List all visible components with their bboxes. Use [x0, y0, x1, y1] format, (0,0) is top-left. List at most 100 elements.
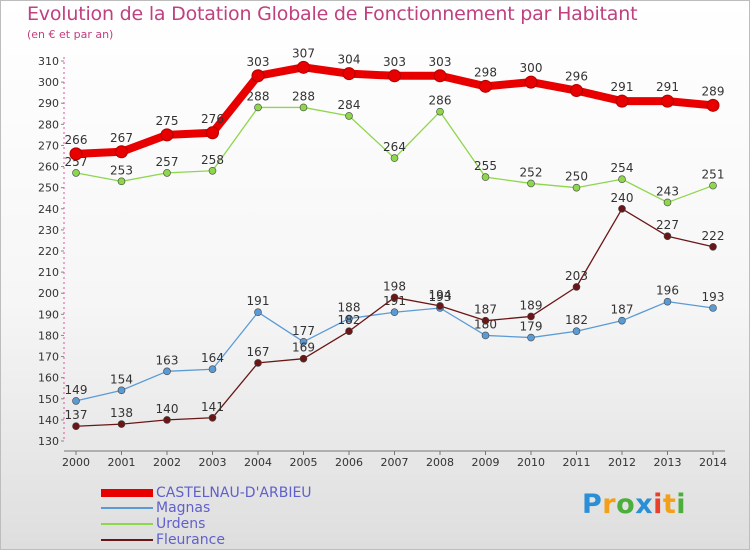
data-point: [615, 94, 629, 108]
data-label: 187: [474, 303, 497, 317]
data-point: [524, 75, 538, 89]
data-label: 250: [565, 170, 588, 184]
data-label: 258: [201, 153, 224, 167]
data-label: 303: [429, 55, 452, 69]
data-label: 288: [247, 89, 270, 103]
x-tick-label: 2006: [335, 456, 363, 469]
data-label: 203: [565, 269, 588, 283]
data-label: 182: [338, 313, 361, 327]
data-point: [299, 337, 308, 346]
data-label: 198: [383, 279, 406, 293]
data-point: [299, 354, 308, 363]
data-label: 243: [656, 184, 679, 198]
data-label: 191: [247, 294, 270, 308]
data-point: [342, 67, 356, 81]
data-label: 227: [656, 218, 679, 232]
data-point: [72, 422, 80, 431]
data-point: [661, 94, 674, 108]
data-label: 138: [110, 406, 133, 420]
data-label: 288: [292, 89, 315, 103]
x-tick-label: 2008: [426, 456, 454, 469]
data-point: [345, 112, 353, 120]
legend-swatch-fleurance: [101, 539, 153, 541]
data-label: 196: [656, 284, 679, 298]
data-label: 149: [65, 383, 88, 397]
data-label: 300: [520, 61, 543, 75]
x-tick-label: 2001: [108, 456, 136, 469]
data-point: [390, 293, 399, 302]
data-point: [479, 79, 492, 93]
data-label: 264: [383, 140, 406, 154]
data-label: 154: [110, 372, 133, 386]
x-tick-label: 2012: [608, 456, 636, 469]
data-point: [117, 420, 126, 428]
data-label: 296: [565, 70, 588, 84]
data-label: 289: [702, 84, 725, 98]
data-point: [527, 312, 535, 321]
data-point: [117, 177, 126, 186]
y-tick-label: 220: [38, 245, 59, 258]
data-point: [345, 327, 353, 336]
data-point: [254, 103, 262, 112]
data-point: [618, 175, 626, 184]
data-point: [345, 314, 353, 323]
data-label: 163: [156, 353, 179, 367]
data-label: 141: [201, 400, 224, 414]
data-point: [163, 416, 171, 424]
x-tick-label: 2010: [517, 456, 545, 469]
data-point: [254, 308, 262, 317]
data-point: [388, 69, 401, 83]
data-point: [663, 198, 672, 207]
data-label: 140: [156, 402, 179, 416]
data-point: [206, 126, 219, 140]
y-tick-label: 290: [38, 97, 59, 110]
y-tick-label: 180: [38, 329, 59, 342]
y-tick-label: 260: [38, 161, 59, 174]
legend-label-fleurance: Fleurance: [156, 532, 225, 548]
data-point: [436, 302, 444, 310]
y-tick-label: 250: [38, 182, 59, 195]
legend-item-fleurance: Fleurance: [101, 532, 361, 549]
data-point: [709, 181, 717, 190]
data-label: 255: [474, 159, 497, 173]
data-point: [297, 60, 310, 74]
chart-title: Evolution de la Dotation Globale de Fonc…: [27, 3, 638, 25]
x-tick-label: 2009: [472, 456, 500, 469]
data-label: 304: [338, 53, 361, 67]
y-tick-label: 200: [38, 287, 59, 300]
data-label: 252: [520, 165, 543, 179]
x-tick-label: 2005: [290, 456, 318, 469]
data-point: [72, 169, 80, 177]
x-tick-label: 2004: [244, 456, 272, 469]
legend-swatch-urdens: [101, 523, 153, 525]
data-label: 182: [565, 313, 588, 327]
data-label: 254: [611, 161, 634, 175]
data-point: [160, 128, 174, 142]
data-label: 251: [702, 168, 725, 182]
data-point: [117, 386, 126, 395]
data-point: [527, 333, 535, 342]
data-point: [390, 308, 399, 317]
data-label: 167: [247, 345, 270, 359]
data-label: 257: [156, 155, 179, 169]
data-point: [254, 359, 262, 367]
y-tick-label: 150: [38, 393, 59, 406]
data-point: [69, 147, 83, 161]
legend-item-castelnau: CASTELNAU-D'ARBIEU: [101, 485, 361, 502]
data-point: [709, 304, 717, 312]
data-label: 189: [520, 298, 543, 312]
data-point: [163, 367, 171, 376]
x-tick-label: 2003: [199, 456, 227, 469]
y-tick-label: 230: [38, 224, 59, 237]
y-tick-label: 140: [38, 414, 59, 427]
data-point: [481, 316, 490, 325]
data-point: [527, 179, 535, 188]
data-point: [663, 232, 672, 241]
x-tick-label: 2002: [153, 456, 181, 469]
data-point: [115, 145, 128, 159]
legend-label-castelnau: CASTELNAU-D'ARBIEU: [156, 485, 312, 501]
data-label: 266: [65, 133, 88, 147]
data-label: 253: [110, 163, 133, 177]
data-point: [663, 297, 672, 306]
